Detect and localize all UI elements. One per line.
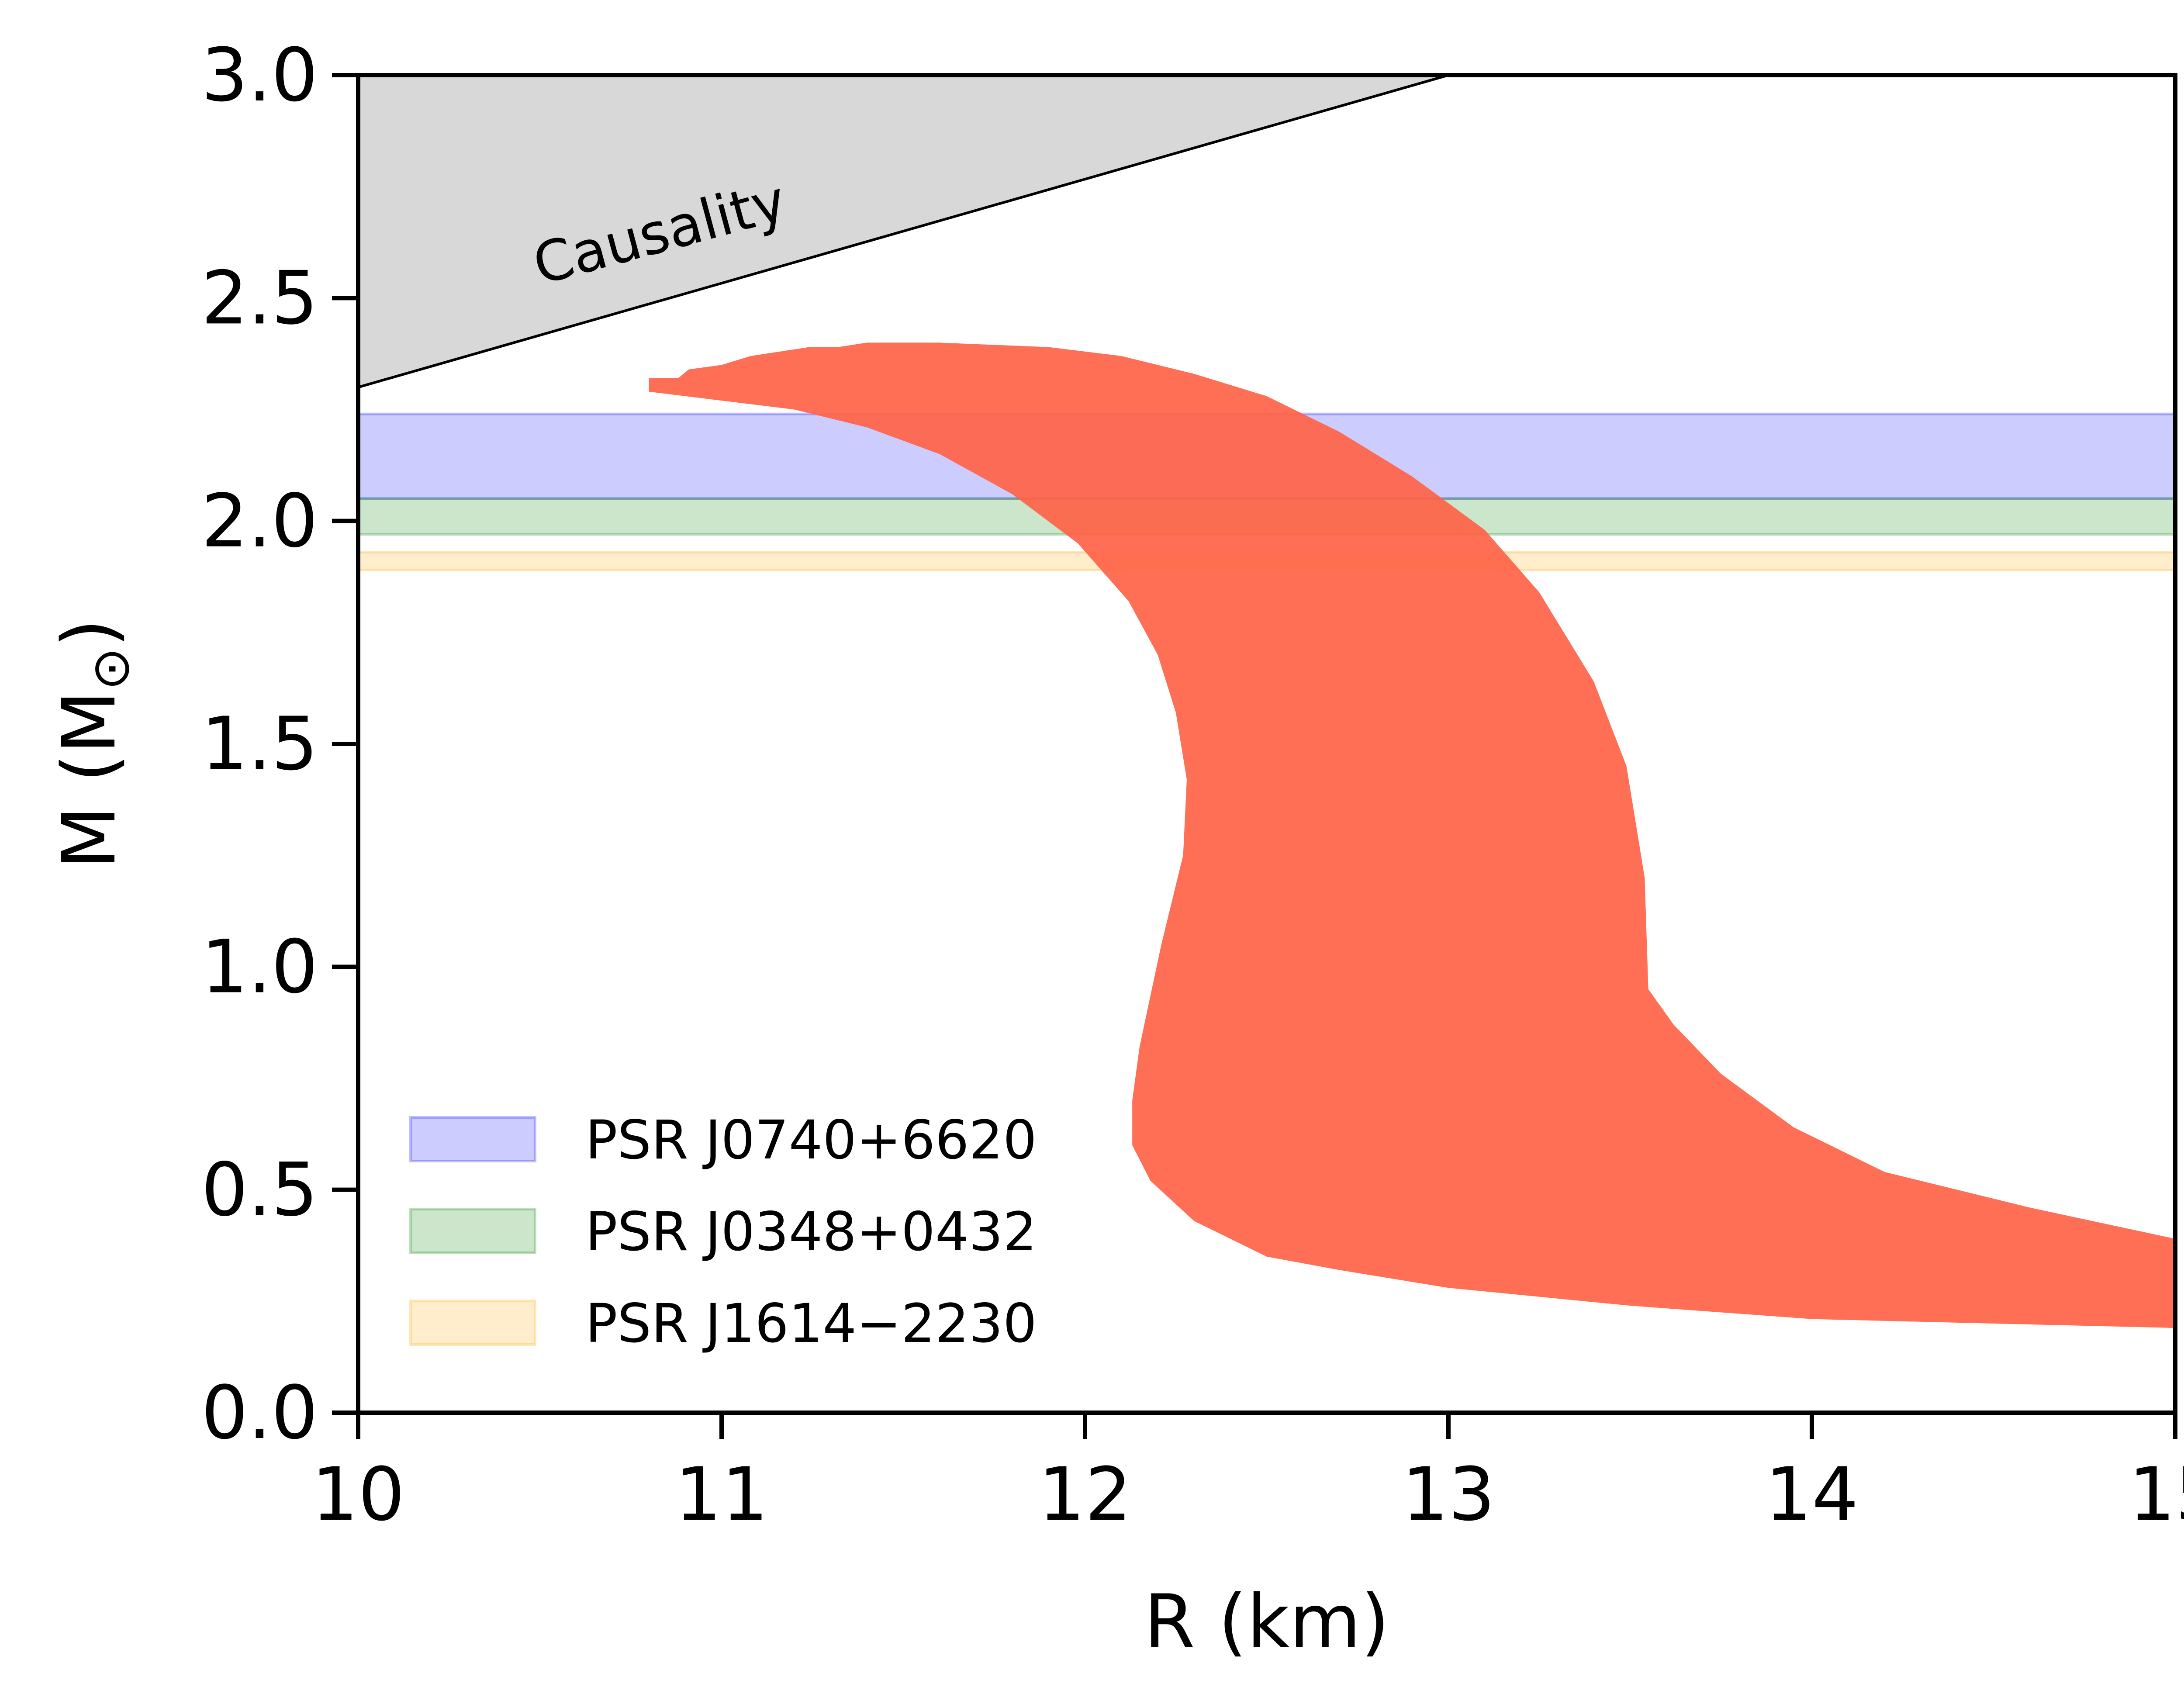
plot-area [358, 75, 2175, 1328]
x-tick-label: 11 [675, 1452, 768, 1537]
y-tick-label: 0.5 [201, 1147, 318, 1233]
y-axis-label-main: M (M [46, 691, 132, 869]
y-tick-label: 0.0 [201, 1370, 318, 1455]
y-axis-label-sun-symbol: ⊙ [80, 647, 141, 691]
y-tick-label: 1.5 [201, 701, 318, 787]
mass-radius-band [649, 342, 2175, 1328]
causality-line [358, 75, 1449, 389]
y-axis-ticks: 0.0 0.5 1.0 1.5 2.0 2.5 3.0 [201, 32, 358, 1455]
legend-swatch [409, 1116, 536, 1162]
y-axis-label: M (M⊙) [46, 619, 141, 869]
x-axis-label: R (km) [1144, 1579, 1389, 1664]
legend-swatch [409, 1300, 536, 1346]
x-tick-label: 14 [1765, 1452, 1859, 1537]
legend-label: PSR J0740+6620 [585, 1109, 1037, 1171]
y-axis-label-close: ) [46, 619, 132, 647]
x-axis-ticks: 10 11 12 13 14 15 [311, 1413, 2184, 1537]
y-tick-label: 3.0 [201, 32, 318, 118]
y-tick-label: 1.0 [201, 924, 318, 1009]
y-tick-label: 2.5 [201, 255, 318, 341]
legend: PSR J0740+6620 PSR J0348+0432 PSR J1614−22… [409, 1109, 1037, 1355]
legend-label: PSR J1614−2230 [585, 1293, 1037, 1355]
legend-label: PSR J0348+0432 [585, 1201, 1037, 1263]
x-tick-label: 12 [1038, 1452, 1132, 1537]
x-tick-label: 10 [311, 1452, 405, 1537]
x-tick-label: 13 [1402, 1452, 1495, 1537]
legend-swatch [409, 1208, 536, 1254]
x-tick-label: 15 [2129, 1452, 2184, 1537]
y-tick-label: 2.0 [201, 478, 318, 564]
